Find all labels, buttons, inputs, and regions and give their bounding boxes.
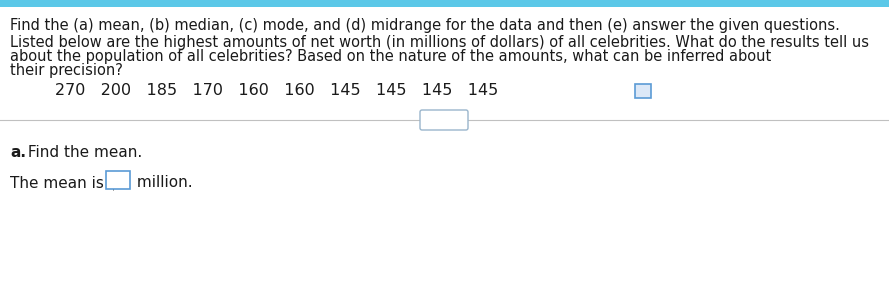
Text: their precision?: their precision? bbox=[10, 63, 123, 78]
Text: Find the (a) mean, (b) median, (c) mode, and (d) midrange for the data and then : Find the (a) mean, (b) median, (c) mode,… bbox=[10, 18, 840, 33]
FancyBboxPatch shape bbox=[420, 110, 468, 130]
FancyBboxPatch shape bbox=[0, 0, 889, 7]
Text: about the population of all celebrities? Based on the nature of the amounts, wha: about the population of all celebrities?… bbox=[10, 49, 772, 64]
Text: million.: million. bbox=[132, 175, 193, 190]
Text: 270   200   185   170   160   160   145   145   145   145: 270 200 185 170 160 160 145 145 145 145 bbox=[55, 83, 498, 98]
Text: ...: ... bbox=[438, 115, 450, 125]
FancyBboxPatch shape bbox=[635, 84, 651, 98]
Text: Listed below are the highest amounts of net worth (in millions of dollars) of al: Listed below are the highest amounts of … bbox=[10, 35, 869, 50]
Text: Find the mean.: Find the mean. bbox=[23, 145, 142, 160]
Text: The mean is $: The mean is $ bbox=[10, 175, 118, 190]
Text: a.: a. bbox=[10, 145, 26, 160]
FancyBboxPatch shape bbox=[106, 171, 130, 189]
